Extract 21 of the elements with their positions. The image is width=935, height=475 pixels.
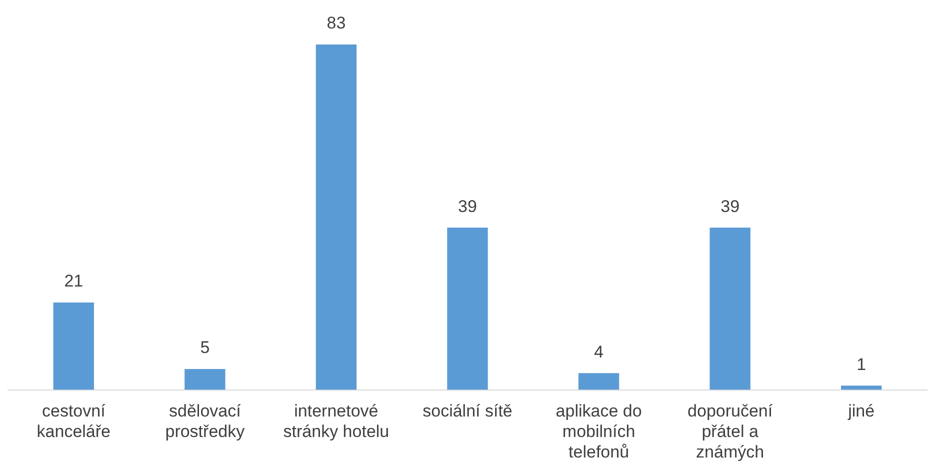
bar [184, 369, 226, 390]
bar [710, 228, 750, 390]
x-tick-label: cestovní kanceláře [36, 402, 110, 442]
data-label: 39 [720, 196, 740, 216]
bar [841, 386, 882, 390]
bar [53, 302, 94, 390]
x-tick-label: aplikace do mobilních telefonů [556, 402, 642, 462]
data-label: 21 [64, 272, 84, 291]
x-tick-label: internetové stránky hotelu [283, 402, 390, 442]
data-label: 4 [594, 342, 604, 362]
bar [578, 373, 620, 390]
x-tick-label: sociální sítě [422, 402, 512, 421]
data-label: 39 [458, 196, 477, 216]
bar [447, 228, 488, 390]
bar [316, 44, 357, 390]
x-tick-label: doporučení přátel a známých [688, 402, 773, 462]
x-tick-label: jiné [847, 402, 875, 421]
data-label: 83 [326, 14, 346, 33]
data-label: 1 [856, 354, 866, 374]
data-label: 5 [200, 338, 210, 358]
x-tick-label: sdělovací prostředky [165, 402, 246, 442]
